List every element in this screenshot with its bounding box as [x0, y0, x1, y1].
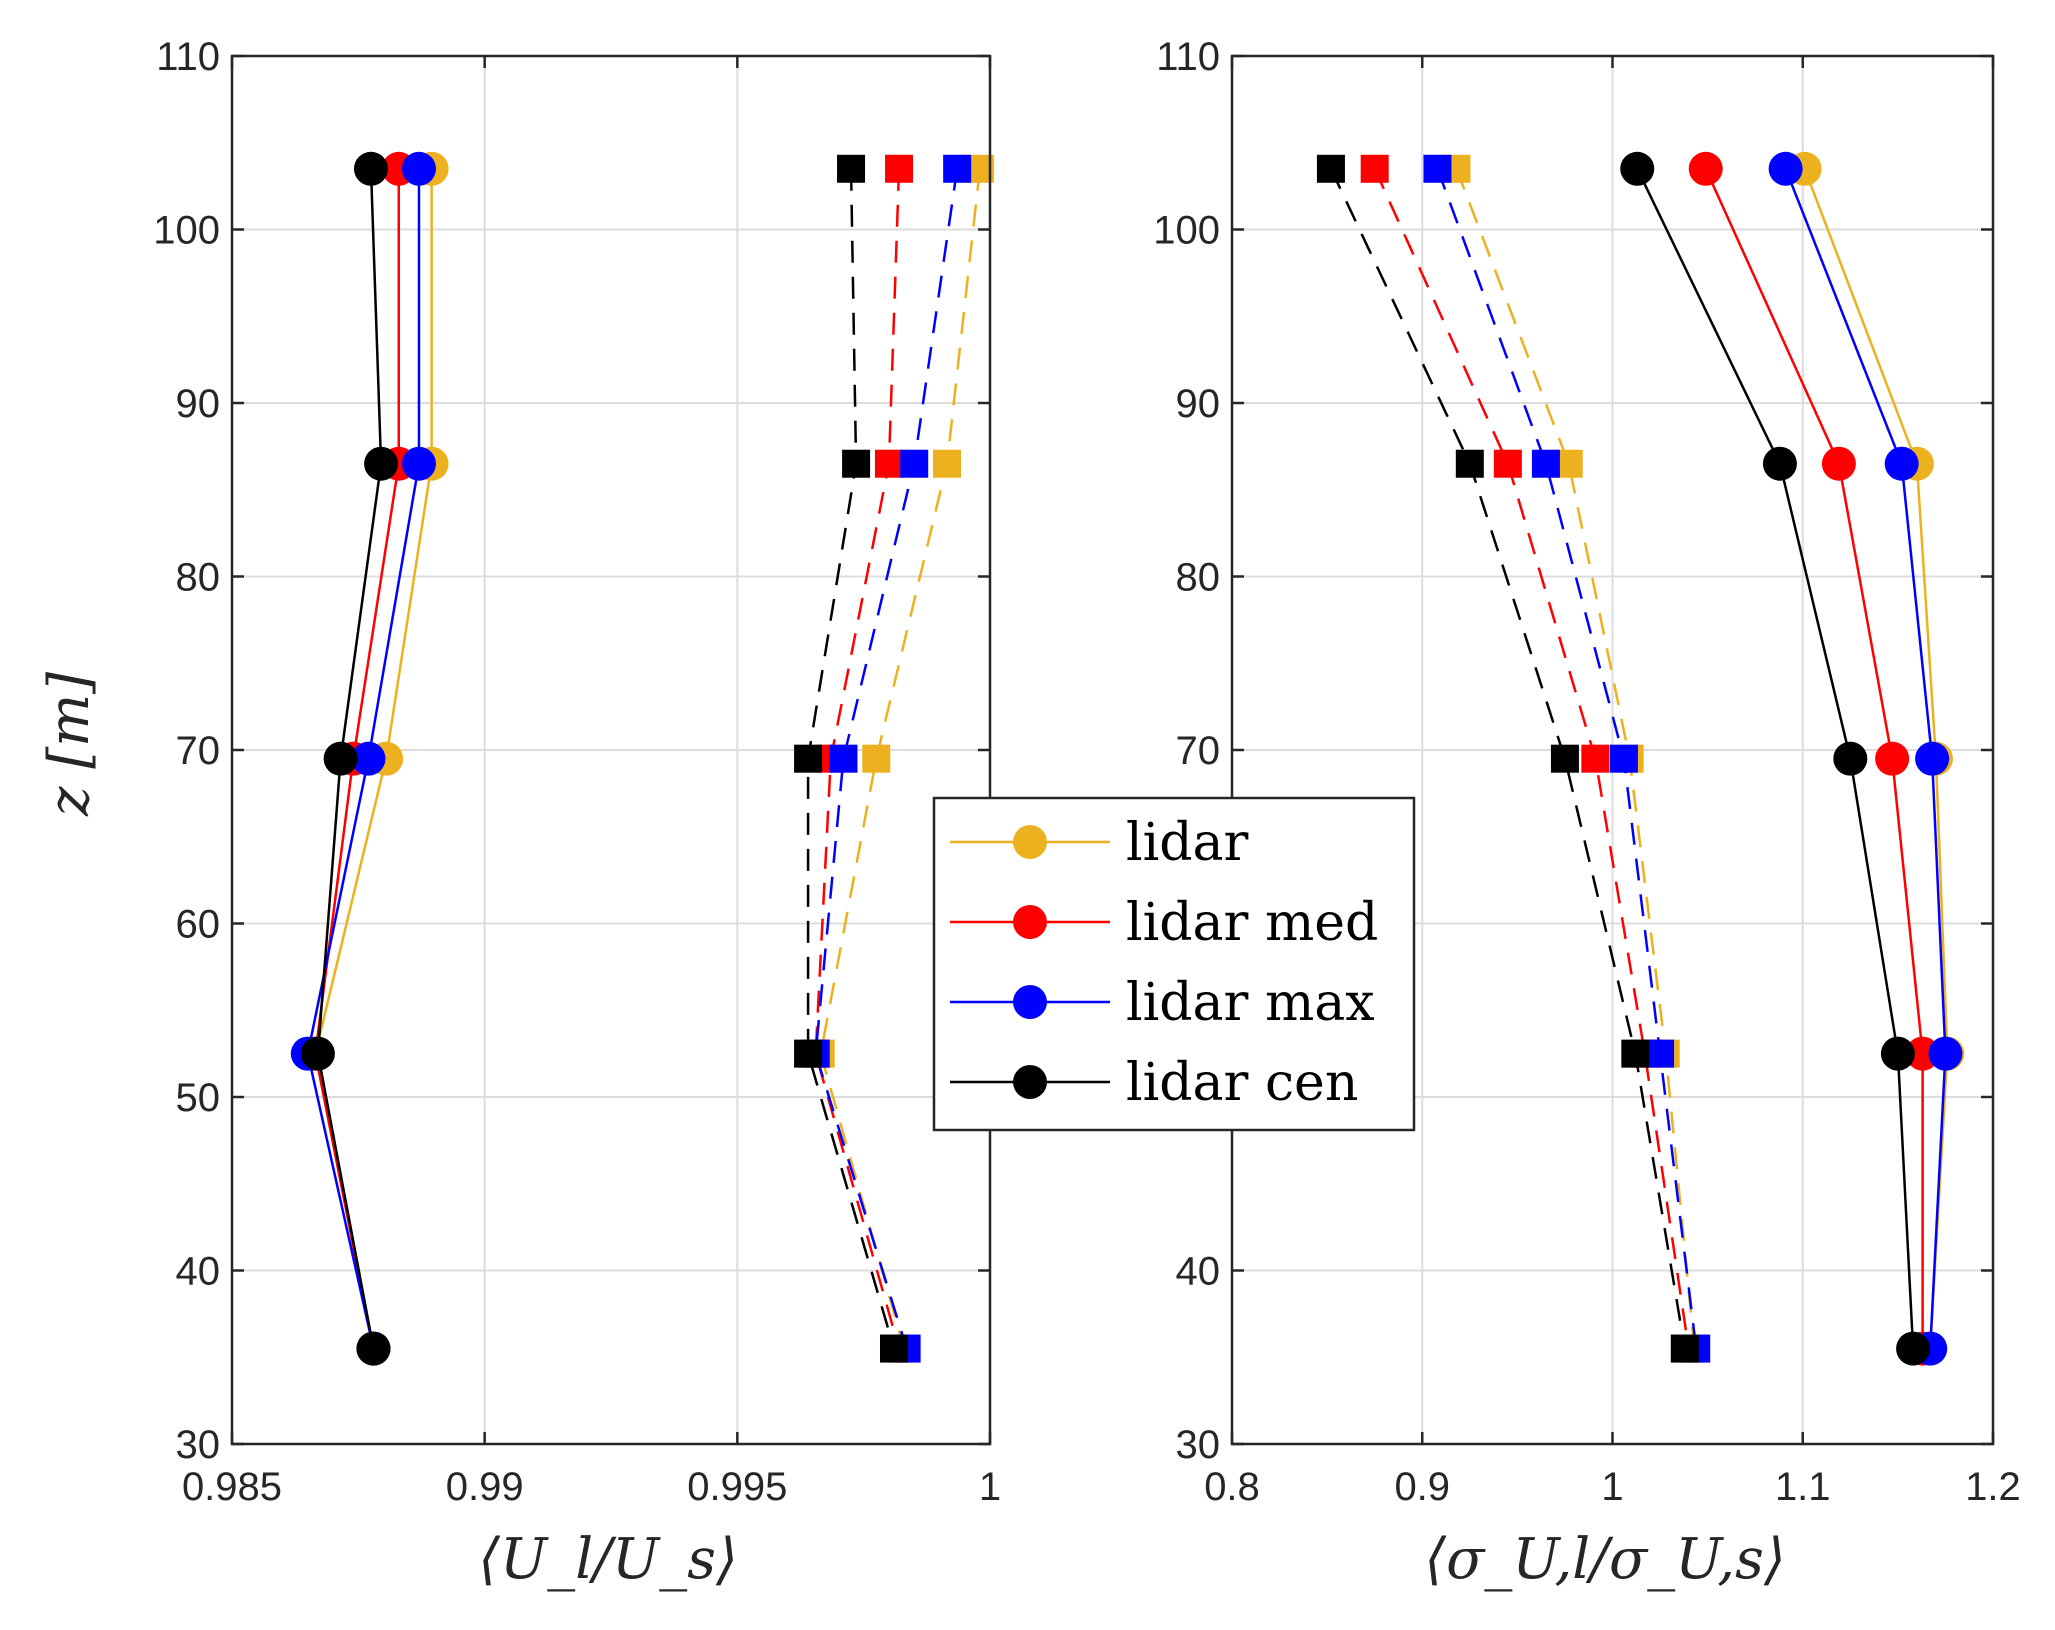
legend-item-lidar-max: lidar max	[950, 973, 1375, 1033]
left-x-tick-label: 1	[979, 1465, 1001, 1509]
right-point-lidar-med-dashed	[1493, 449, 1522, 478]
left-point-lidar-cen-dashed	[879, 1334, 908, 1363]
left-y-tick-label: 90	[176, 382, 221, 426]
left-point-lidar-max-solid	[351, 741, 386, 776]
right-x-tick-label: 1.1	[1775, 1465, 1831, 1509]
left-y-axis-label: z [m]	[37, 672, 102, 817]
right-point-lidar-med-dashed	[1360, 154, 1389, 183]
left-point-lidar-cen-solid	[353, 151, 388, 186]
right-point-lidar-med-solid	[1875, 741, 1910, 776]
left-y-tick-label: 30	[176, 1423, 221, 1467]
right-x-tick-label: 0.8	[1204, 1465, 1260, 1509]
left-point-lidar-cen-solid	[323, 741, 358, 776]
legend-item-lidar: lidar	[950, 813, 1249, 873]
legend-marker-lidar-med	[1013, 905, 1047, 939]
left-point-lidar-max-dashed	[900, 449, 929, 478]
right-point-lidar-cen-dashed	[1550, 744, 1579, 773]
legend-label-lidar-cen: lidar cen	[1126, 1053, 1358, 1113]
left-point-lidar-cen-dashed	[837, 154, 866, 183]
left-x-tick-label: 0.99	[446, 1465, 524, 1509]
left-point-lidar-cen-solid	[364, 446, 399, 481]
left-y-tick-label: 50	[176, 1076, 221, 1120]
left-point-lidar-cen-dashed	[794, 1039, 823, 1068]
right-y-tick-label: 100	[1153, 209, 1220, 253]
left-y-tick-label: 60	[176, 903, 221, 947]
legend-box	[932, 796, 1416, 1132]
right-point-lidar-cen-dashed	[1455, 449, 1484, 478]
right-point-lidar-med-solid	[1688, 151, 1723, 186]
left-point-lidar-max-solid	[401, 151, 436, 186]
left-y-tick-label: 40	[176, 1250, 221, 1294]
legend: lidar lidar med lidar max lidar cen	[932, 796, 1416, 1132]
left-series-line-lidar-dashed	[819, 168, 982, 1349]
left-point-lidar-med-dashed	[874, 449, 903, 478]
left-y-tick-label: 70	[176, 729, 221, 773]
left-point-lidar-max-dashed	[829, 744, 858, 773]
left-panel: 0.985 0.99 0.995 1 30 40 50 60 70 80 90 100 110	[153, 35, 1001, 1509]
left-x-tick-label: 0.995	[687, 1465, 787, 1509]
right-point-lidar-max-dashed	[1609, 744, 1638, 773]
right-point-lidar-max-dashed	[1423, 154, 1452, 183]
right-y-tick-label: 70	[1176, 729, 1221, 773]
left-point-lidar-dashed	[933, 449, 962, 478]
right-y-tick-label: 30	[1176, 1423, 1221, 1467]
legend-marker-lidar-cen	[1013, 1065, 1047, 1099]
left-y-tick-label: 80	[176, 556, 221, 600]
right-point-lidar-cen-dashed	[1621, 1039, 1650, 1068]
right-point-lidar-med-dashed	[1581, 744, 1610, 773]
left-point-lidar-cen-dashed	[794, 744, 823, 773]
left-point-lidar-cen-dashed	[842, 449, 871, 478]
legend-marker-lidar	[1013, 825, 1047, 859]
right-x-tick-label: 1.2	[1965, 1465, 2021, 1509]
left-point-lidar-max-solid	[401, 446, 436, 481]
legend-label-lidar: lidar	[1126, 813, 1249, 873]
legend-label-lidar-med: lidar med	[1126, 893, 1378, 953]
right-x-tick-label: 0.9	[1394, 1465, 1450, 1509]
right-y-tick-label: 80	[1176, 556, 1221, 600]
right-point-lidar-max-solid	[1915, 741, 1950, 776]
right-x-tick-label: 1	[1601, 1465, 1623, 1509]
right-point-lidar-cen-solid	[1833, 741, 1868, 776]
right-point-lidar-max-solid	[1884, 446, 1919, 481]
right-point-lidar-cen-dashed	[1670, 1334, 1699, 1363]
right-point-lidar-cen-dashed	[1316, 154, 1345, 183]
right-y-tick-label: 110	[1156, 35, 1220, 79]
left-series-line-lidar-max-dashed	[814, 168, 959, 1349]
legend-item-lidar-med: lidar med	[950, 893, 1378, 953]
right-point-lidar-max-solid	[1928, 1036, 1963, 1071]
right-point-lidar-cen-solid	[1762, 446, 1797, 481]
legend-marker-lidar-max	[1013, 985, 1047, 1019]
right-point-lidar-cen-solid	[1620, 151, 1655, 186]
legend-item-lidar-cen: lidar cen	[950, 1053, 1358, 1113]
right-point-lidar-cen-solid	[1896, 1331, 1931, 1366]
left-point-lidar-max-dashed	[943, 154, 972, 183]
right-point-lidar-max-dashed	[1646, 1039, 1675, 1068]
right-y-tick-label: 90	[1176, 382, 1221, 426]
right-point-lidar-cen-solid	[1880, 1036, 1915, 1071]
right-y-tick-label: 40	[1176, 1250, 1221, 1294]
right-x-axis-label: ⟨σ_U,l/σ_U,s⟩	[1424, 1527, 1785, 1592]
left-x-axis-label: ⟨U_l/U_s⟩	[478, 1527, 738, 1592]
right-point-lidar-med-solid	[1821, 446, 1856, 481]
legend-label-lidar-max: lidar max	[1126, 973, 1375, 1033]
left-x-tick-label: 0.985	[182, 1465, 282, 1509]
left-y-tick-label: 100	[153, 209, 220, 253]
right-series-line-lidar-cen-dashed	[1329, 168, 1687, 1349]
right-point-lidar-max-dashed	[1531, 449, 1560, 478]
left-point-lidar-cen-solid	[356, 1331, 391, 1366]
left-point-lidar-dashed	[862, 744, 891, 773]
right-panel: 0.80.911.11.230405060708090100110	[1153, 35, 2021, 1509]
left-y-tick-label: 110	[156, 35, 220, 79]
right-point-lidar-max-solid	[1768, 151, 1803, 186]
left-point-lidar-med-dashed	[885, 154, 914, 183]
left-point-lidar-cen-solid	[300, 1036, 335, 1071]
